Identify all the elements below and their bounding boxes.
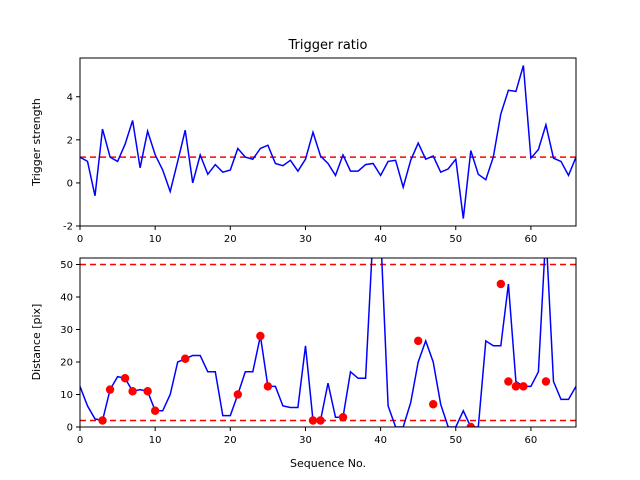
data-marker bbox=[496, 279, 506, 289]
data-marker bbox=[316, 416, 325, 425]
data-marker bbox=[338, 413, 348, 422]
y-tick-label: 0 bbox=[67, 423, 73, 434]
plot-frame bbox=[79, 57, 577, 227]
x-tick-label: 60 bbox=[525, 435, 538, 446]
plot-frame bbox=[79, 257, 577, 428]
x-tick-label: 30 bbox=[299, 234, 312, 245]
data-marker bbox=[128, 387, 137, 396]
data-marker bbox=[504, 377, 513, 386]
data-marker bbox=[98, 416, 107, 425]
x-tick-label: 40 bbox=[374, 234, 387, 245]
data-marker bbox=[181, 354, 190, 363]
series-line-trigger-strength bbox=[80, 65, 576, 219]
bottom-ticks: 0 10 20 30 40 50 60 0 10 20 30 40 50 bbox=[60, 260, 537, 446]
x-tick-label: 20 bbox=[224, 435, 237, 446]
x-tick-label: 20 bbox=[224, 234, 237, 245]
y-axis-label: Distance [pix] bbox=[30, 304, 43, 381]
y-tick-label: 4 bbox=[67, 92, 73, 103]
data-marker bbox=[308, 416, 318, 425]
data-marker bbox=[511, 382, 521, 391]
y-tick-label: 2 bbox=[67, 135, 73, 146]
x-tick-label: 60 bbox=[525, 234, 538, 245]
data-marker bbox=[541, 377, 551, 386]
x-tick-label: 0 bbox=[77, 435, 83, 446]
y-tick-label: 0 bbox=[67, 178, 73, 189]
data-marker bbox=[150, 406, 160, 415]
data-marker bbox=[120, 374, 130, 383]
x-tick-label: 50 bbox=[449, 234, 462, 245]
chart-title: Trigger ratio bbox=[288, 38, 368, 53]
x-tick-label: 50 bbox=[449, 435, 462, 446]
y-tick-label: 40 bbox=[60, 293, 73, 304]
plot-background bbox=[80, 258, 576, 427]
data-marker bbox=[519, 382, 528, 391]
data-marker bbox=[263, 382, 273, 391]
marker-group bbox=[98, 279, 551, 427]
y-axis-label: Trigger strength bbox=[30, 98, 43, 187]
y-tick-label: 30 bbox=[60, 325, 73, 336]
y-tick-label: 10 bbox=[60, 390, 73, 401]
data-marker bbox=[466, 422, 475, 427]
x-axis-label: Sequence No. bbox=[290, 457, 366, 470]
y-tick-label: -2 bbox=[63, 222, 73, 233]
data-marker bbox=[256, 331, 265, 341]
series-line-distance bbox=[80, 258, 576, 427]
x-tick-label: 10 bbox=[149, 435, 162, 446]
data-marker bbox=[105, 385, 115, 394]
data-marker bbox=[143, 387, 152, 396]
x-tick-label: 40 bbox=[374, 435, 387, 446]
data-marker bbox=[429, 400, 438, 409]
x-tick-label: 30 bbox=[299, 435, 312, 446]
top-ticks: 0 10 20 30 40 50 60 -2 0 2 4 bbox=[63, 92, 537, 245]
y-tick-label: 20 bbox=[60, 358, 73, 369]
x-tick-label: 10 bbox=[149, 234, 162, 245]
y-tick-label: 50 bbox=[60, 260, 73, 271]
data-marker bbox=[413, 336, 423, 346]
data-marker bbox=[233, 390, 243, 399]
x-tick-label: 0 bbox=[77, 234, 83, 245]
